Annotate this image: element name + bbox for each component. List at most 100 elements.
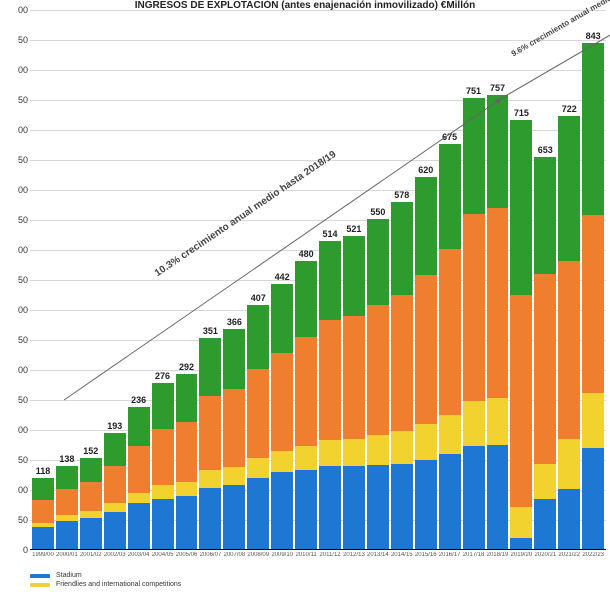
bar-column: 653 [534,157,556,549]
bar-segment-broadcast [439,249,461,415]
bar-segment-friends [558,439,580,489]
bar-segment-marketing [534,157,556,274]
legend-item-stadium: Stadium [30,572,181,579]
bar-column: 521 [343,236,365,549]
bar-total-label: 366 [223,317,245,327]
bar-segment-marketing [80,458,102,482]
y-tick-label: 00 [2,5,28,15]
bar-segment-broadcast [319,320,341,440]
bar-segment-friends [80,511,102,518]
bar-column: 722 [558,116,580,549]
x-tick-label: 2022/23 [582,552,604,558]
bar-segment-friends [295,446,317,470]
bar-segment-stadium [104,512,126,549]
bar-segment-broadcast [558,261,580,439]
bar-column: 843 [582,43,604,549]
bar-stack: 722 [558,116,580,549]
bar-stack: 152 [80,458,102,549]
bar-segment-marketing [176,374,198,422]
legend-swatch [30,574,50,578]
y-tick-label: 50 [2,95,28,105]
bar-segment-friends [439,415,461,455]
bar-segment-stadium [319,466,341,549]
bar-segment-friends [319,440,341,466]
y-tick-label: 50 [2,155,28,165]
legend: StadiumFriendlies and international comp… [30,570,181,588]
bar-segment-friends [487,398,509,445]
bar-column: 751 [463,98,485,549]
bar-column: 757 [487,95,509,549]
bar-segment-stadium [463,446,485,549]
bar-segment-stadium [247,478,269,549]
bar-stack: 480 [295,261,317,549]
bars-container: 1181381521932362762923513664074424805145… [30,10,606,549]
y-tick-label: 0 [2,545,28,555]
bar-segment-broadcast [463,214,485,401]
x-tick-label: 2012/13 [343,552,365,558]
bar-segment-broadcast [56,489,78,515]
bar-total-label: 550 [367,207,389,217]
bar-total-label: 620 [415,165,437,175]
bar-stack: 675 [439,144,461,549]
y-tick-label: 00 [2,125,28,135]
bar-segment-broadcast [152,429,174,485]
bar-segment-friends [128,493,150,504]
legend-label: Stadium [56,572,82,579]
bar-column: 276 [152,383,174,549]
bar-stack: 521 [343,236,365,549]
x-tick-label: 1999/00 [32,552,54,558]
bar-segment-broadcast [128,446,150,493]
bar-column: 351 [199,338,221,549]
x-tick-label: 2021/22 [558,552,580,558]
bar-column: 514 [319,241,341,549]
bar-stack: 843 [582,43,604,549]
bar-stack: 138 [56,466,78,549]
x-tick-label: 2018/19 [487,552,509,558]
bar-stack: 514 [319,241,341,549]
bar-column: 366 [223,329,245,549]
bar-segment-stadium [271,472,293,549]
x-tick-label: 2011/12 [319,552,341,558]
bar-segment-friends [176,482,198,496]
x-tick-label: 2000/01 [56,552,78,558]
bar-total-label: 514 [319,229,341,239]
bar-total-label: 480 [295,249,317,259]
bar-column: 715 [510,120,532,549]
bar-column: 292 [176,374,198,549]
bar-segment-friends [247,458,269,478]
bar-segment-marketing [487,95,509,208]
bar-segment-broadcast [271,353,293,450]
bar-segment-friends [223,467,245,485]
bar-stack: 366 [223,329,245,549]
bar-stack: 550 [367,219,389,549]
bar-segment-marketing [271,284,293,354]
bar-total-label: 152 [80,446,102,456]
bar-segment-stadium [367,465,389,549]
bar-segment-stadium [534,499,556,549]
bar-segment-broadcast [367,305,389,435]
x-tick-label: 2005/06 [176,552,198,558]
x-tick-label: 2019/20 [510,552,532,558]
bar-total-label: 843 [582,31,604,41]
bar-total-label: 351 [199,326,221,336]
bar-segment-friends [343,439,365,467]
bar-total-label: 722 [558,104,580,114]
bar-segment-broadcast [32,500,54,523]
bar-stack: 757 [487,95,509,549]
bar-stack: 715 [510,120,532,549]
bar-stack: 442 [271,284,293,549]
bar-segment-broadcast [295,337,317,446]
y-tick-label: 50 [2,215,28,225]
bar-total-label: 138 [56,454,78,464]
bar-total-label: 675 [439,132,461,142]
bar-segment-friends [582,393,604,448]
bar-total-label: 292 [176,362,198,372]
bar-segment-marketing [415,177,437,275]
bar-segment-broadcast [199,396,221,470]
bar-segment-marketing [295,261,317,337]
bar-column: 236 [128,407,150,549]
y-tick-label: 50 [2,275,28,285]
x-tick-label: 2015/16 [415,552,437,558]
legend-swatch [30,583,50,587]
x-tick-label: 2020/21 [534,552,556,558]
